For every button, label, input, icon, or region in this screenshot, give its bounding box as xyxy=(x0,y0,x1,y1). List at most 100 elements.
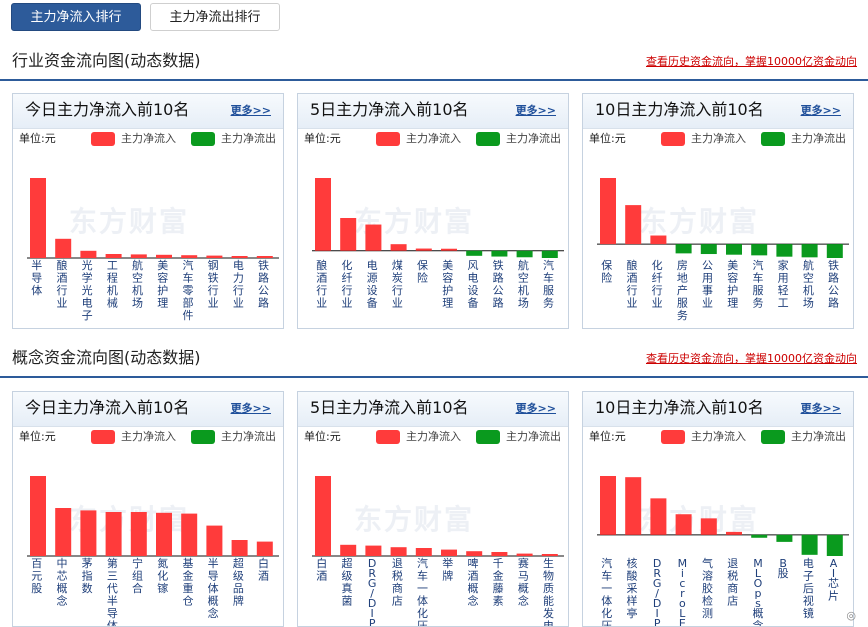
inflow-bar[interactable] xyxy=(130,254,147,258)
category-label[interactable]: 美容护理 xyxy=(442,259,454,310)
category-label[interactable]: 汽车服务 xyxy=(752,258,764,310)
category-label[interactable]: 超级真菌 xyxy=(341,556,353,608)
outflow-bar[interactable] xyxy=(751,534,768,538)
inflow-bar[interactable] xyxy=(80,250,97,258)
category-label[interactable]: 基金重仓 xyxy=(182,557,194,608)
more-link[interactable]: 更多>> xyxy=(515,402,556,415)
category-label[interactable]: 赛马概念 xyxy=(518,556,530,608)
category-label[interactable]: 风电设备 xyxy=(467,259,479,310)
category-label[interactable]: 汽车零部件 xyxy=(182,258,194,322)
inflow-bar[interactable] xyxy=(415,248,432,251)
category-label[interactable]: 化纤行业 xyxy=(652,258,664,310)
inflow-bar[interactable] xyxy=(726,531,742,535)
inflow-bar[interactable] xyxy=(256,256,273,258)
inflow-bar[interactable] xyxy=(105,512,122,556)
more-link[interactable]: 更多>> xyxy=(230,402,271,415)
category-label[interactable]: 电子后视镜 xyxy=(803,557,815,620)
inflow-bar[interactable] xyxy=(466,551,483,556)
inflow-bar[interactable] xyxy=(156,512,172,556)
category-label[interactable]: MicroLED xyxy=(678,557,688,626)
category-label[interactable]: 白酒 xyxy=(258,556,270,583)
inflow-bar[interactable] xyxy=(130,512,147,556)
inflow-bar[interactable] xyxy=(365,545,382,556)
inflow-bar[interactable] xyxy=(625,205,642,245)
inflow-bar[interactable] xyxy=(516,553,533,556)
inflow-bar[interactable] xyxy=(231,256,248,258)
inflow-bar[interactable] xyxy=(541,554,558,556)
inflow-bar[interactable] xyxy=(625,477,642,535)
category-label[interactable]: 铁路公路 xyxy=(258,259,270,310)
inflow-bar[interactable] xyxy=(55,508,72,556)
category-label[interactable]: 茅指数 xyxy=(82,557,94,595)
inflow-bar[interactable] xyxy=(340,544,357,556)
category-label[interactable]: 酿酒行业 xyxy=(316,258,328,310)
outflow-bar[interactable] xyxy=(466,250,483,256)
category-label[interactable]: 美容护理 xyxy=(727,259,739,310)
category-label[interactable]: 电源设备 xyxy=(367,259,379,310)
more-link[interactable]: 更多>> xyxy=(800,104,841,117)
inflow-bar[interactable] xyxy=(156,254,172,258)
category-label[interactable]: 氮化镓 xyxy=(157,556,169,595)
category-label[interactable]: 气溶胶检测 xyxy=(702,556,714,620)
category-label[interactable]: 超级品牌 xyxy=(233,556,245,608)
category-label[interactable]: 中芯概念 xyxy=(56,557,67,608)
category-label[interactable]: 铁路公路 xyxy=(828,259,840,310)
inflow-bar[interactable] xyxy=(105,254,122,258)
category-label[interactable]: 家用轻工 xyxy=(778,258,790,310)
inflow-bar[interactable] xyxy=(390,244,407,251)
category-label[interactable]: 汽车一体化压铸 xyxy=(417,556,429,626)
inflow-bar[interactable] xyxy=(55,238,72,258)
inflow-bar[interactable] xyxy=(256,541,273,556)
category-label[interactable]: A I 芯片 xyxy=(828,557,840,603)
tab-inflow-ranking[interactable]: 主力净流入排行 xyxy=(11,3,141,31)
category-label[interactable]: 航空机场 xyxy=(803,258,815,310)
outflow-bar[interactable] xyxy=(776,534,793,542)
outflow-bar[interactable] xyxy=(726,244,742,255)
more-link[interactable]: 更多>> xyxy=(230,104,271,117)
category-label[interactable]: 退税商店 xyxy=(392,557,404,608)
outflow-bar[interactable] xyxy=(751,244,768,256)
category-label[interactable]: 公用事业 xyxy=(702,259,714,310)
category-label[interactable]: 煤炭行业 xyxy=(392,259,404,310)
inflow-bar[interactable] xyxy=(600,178,616,245)
inflow-bar[interactable] xyxy=(340,218,357,251)
inflow-bar[interactable] xyxy=(415,548,432,556)
category-label[interactable]: 白酒 xyxy=(316,556,328,583)
category-label[interactable]: 啤酒概念 xyxy=(467,556,479,608)
more-link[interactable]: 更多>> xyxy=(800,402,841,415)
inflow-bar[interactable] xyxy=(231,540,248,556)
inflow-bar[interactable] xyxy=(181,513,198,556)
category-label[interactable]: 工程机械 xyxy=(107,259,119,310)
category-label[interactable]: 保险 xyxy=(417,258,429,285)
category-label[interactable]: 钢铁行业 xyxy=(208,259,220,310)
outflow-bar[interactable] xyxy=(801,534,818,555)
inflow-bar[interactable] xyxy=(390,547,407,556)
category-label[interactable]: 核酸采样亭 xyxy=(626,556,638,620)
category-label[interactable]: 百元股 xyxy=(31,557,43,595)
category-label[interactable]: 生物质能发电 xyxy=(543,556,555,626)
category-label[interactable]: 化纤行业 xyxy=(341,258,353,310)
inflow-bar[interactable] xyxy=(181,255,198,258)
inflow-bar[interactable] xyxy=(491,552,508,556)
category-label[interactable]: 宁组合 xyxy=(132,556,144,595)
inflow-bar[interactable] xyxy=(365,224,382,251)
inflow-bar[interactable] xyxy=(441,549,457,556)
inflow-bar[interactable] xyxy=(30,476,46,556)
category-label[interactable]: 酿酒行业 xyxy=(56,258,67,310)
inflow-bar[interactable] xyxy=(30,178,46,258)
tab-outflow-ranking[interactable]: 主力净流出排行 xyxy=(150,3,280,31)
category-label[interactable]: 汽车一体化压铸 xyxy=(601,556,613,626)
category-label[interactable]: 汽车服务 xyxy=(543,258,555,310)
category-label[interactable]: 举牌 xyxy=(442,556,454,583)
outflow-bar[interactable] xyxy=(541,250,558,258)
outflow-bar[interactable] xyxy=(801,244,818,258)
category-label[interactable]: 光学光电子 xyxy=(82,258,94,322)
category-label[interactable]: 房地产服务 xyxy=(677,259,689,322)
history-link[interactable]: 查看历史资金流向，掌握10000亿资金动向 xyxy=(646,352,857,365)
inflow-bar[interactable] xyxy=(675,514,692,535)
inflow-bar[interactable] xyxy=(600,476,616,535)
category-label[interactable]: D R G / D I P xyxy=(653,557,662,626)
outflow-bar[interactable] xyxy=(826,534,843,556)
history-link[interactable]: 查看历史资金流向，掌握10000亿资金动向 xyxy=(646,55,857,68)
